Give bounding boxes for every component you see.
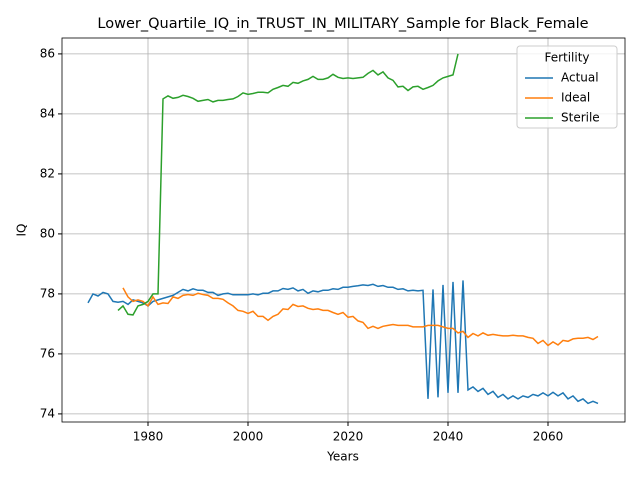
legend-label: Actual [561,71,599,85]
x-tick-label: 2060 [533,430,564,444]
y-tick-label: 76 [40,346,55,360]
x-tick-label: 2040 [433,430,464,444]
y-tick-label: 82 [40,166,55,180]
data-line [87,280,599,405]
x-tick-label: 2020 [333,430,364,444]
y-tick-label: 74 [40,406,55,420]
data-line [117,53,459,316]
x-tick-label: 2000 [233,430,264,444]
legend-title: Fertility [544,51,589,65]
y-tick-label: 84 [40,106,55,120]
y-axis-label: IQ [15,224,29,237]
legend: Fertility Actual Ideal Sterile [516,45,618,129]
data-line [122,287,599,347]
legend-box [516,45,618,129]
plot-frame [61,37,626,423]
legend-label: Ideal [561,91,590,105]
y-tick-label: 78 [40,286,55,300]
y-tick-label: 86 [40,46,55,60]
chart-title: Lower_Quartile_IQ_in_TRUST_IN_MILITARY_S… [97,16,588,32]
x-tick-label: 1980 [133,430,164,444]
legend-label: Sterile [561,111,600,125]
x-axis-label: Years [326,450,359,464]
y-tick-label: 80 [40,226,55,240]
